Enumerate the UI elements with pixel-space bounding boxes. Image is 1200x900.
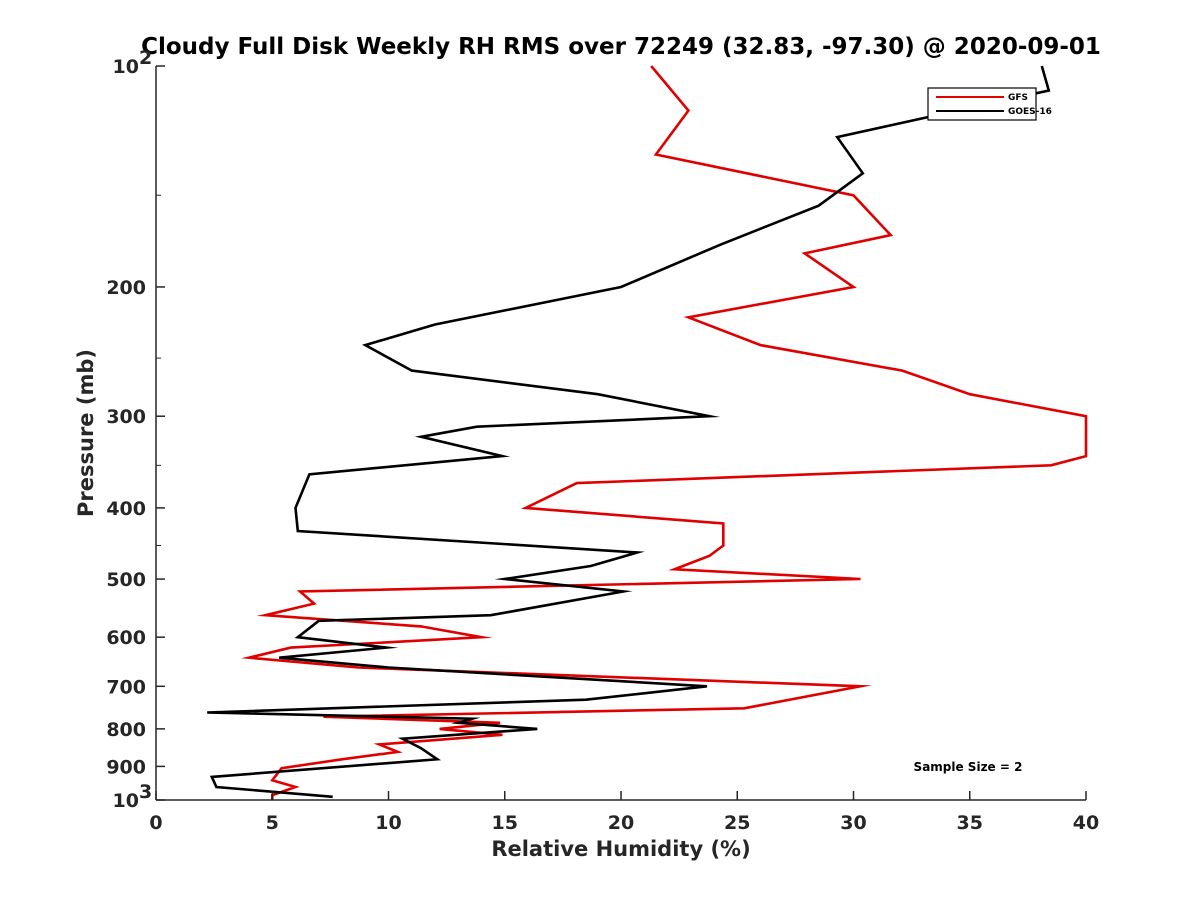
sample-size-annotation: Sample Size = 2 — [914, 760, 1023, 774]
legend-label-gfs: GFS — [1008, 93, 1028, 103]
x-tick-label: 20 — [608, 812, 634, 834]
y-tick-label: 10 — [113, 790, 139, 812]
x-tick-label: 5 — [266, 812, 279, 834]
x-tick-label: 15 — [492, 812, 518, 834]
y-tick-label: 200 — [106, 277, 146, 299]
y-tick-label: 600 — [106, 627, 146, 649]
y-tick-label: 300 — [106, 406, 146, 428]
y-tick-label: 900 — [106, 756, 146, 778]
x-axis-label: Relative Humidity (%) — [491, 837, 750, 861]
legend-box — [927, 87, 1037, 121]
x-tick-label: 40 — [1073, 812, 1099, 834]
x-tick-label: 10 — [375, 812, 401, 834]
series-line-goes-16 — [207, 65, 1051, 799]
y-tick-exponent: 3 — [139, 781, 152, 803]
y-tick-label: 10 — [113, 56, 139, 78]
legend: GFS GOES-16 — [927, 87, 1052, 121]
y-tick-exponent: 2 — [139, 47, 152, 69]
y-axis-label: Pressure (mb) — [74, 349, 98, 517]
legend-label-goes16: GOES-16 — [1008, 107, 1052, 117]
y-tick-label: 500 — [106, 569, 146, 591]
x-tick-label: 0 — [149, 812, 162, 834]
series-line-gfs — [241, 65, 1088, 800]
plot-area — [156, 66, 1086, 800]
y-tick-label: 400 — [106, 498, 146, 520]
x-tick-label: 30 — [840, 812, 866, 834]
x-tick-label: 25 — [724, 812, 750, 834]
series-layer — [207, 65, 1088, 800]
y-tick-label: 700 — [106, 676, 146, 698]
x-tick-label: 35 — [957, 812, 983, 834]
chart-title: Cloudy Full Disk Weekly RH RMS over 7224… — [141, 34, 1101, 60]
y-tick-label: 800 — [106, 719, 146, 741]
